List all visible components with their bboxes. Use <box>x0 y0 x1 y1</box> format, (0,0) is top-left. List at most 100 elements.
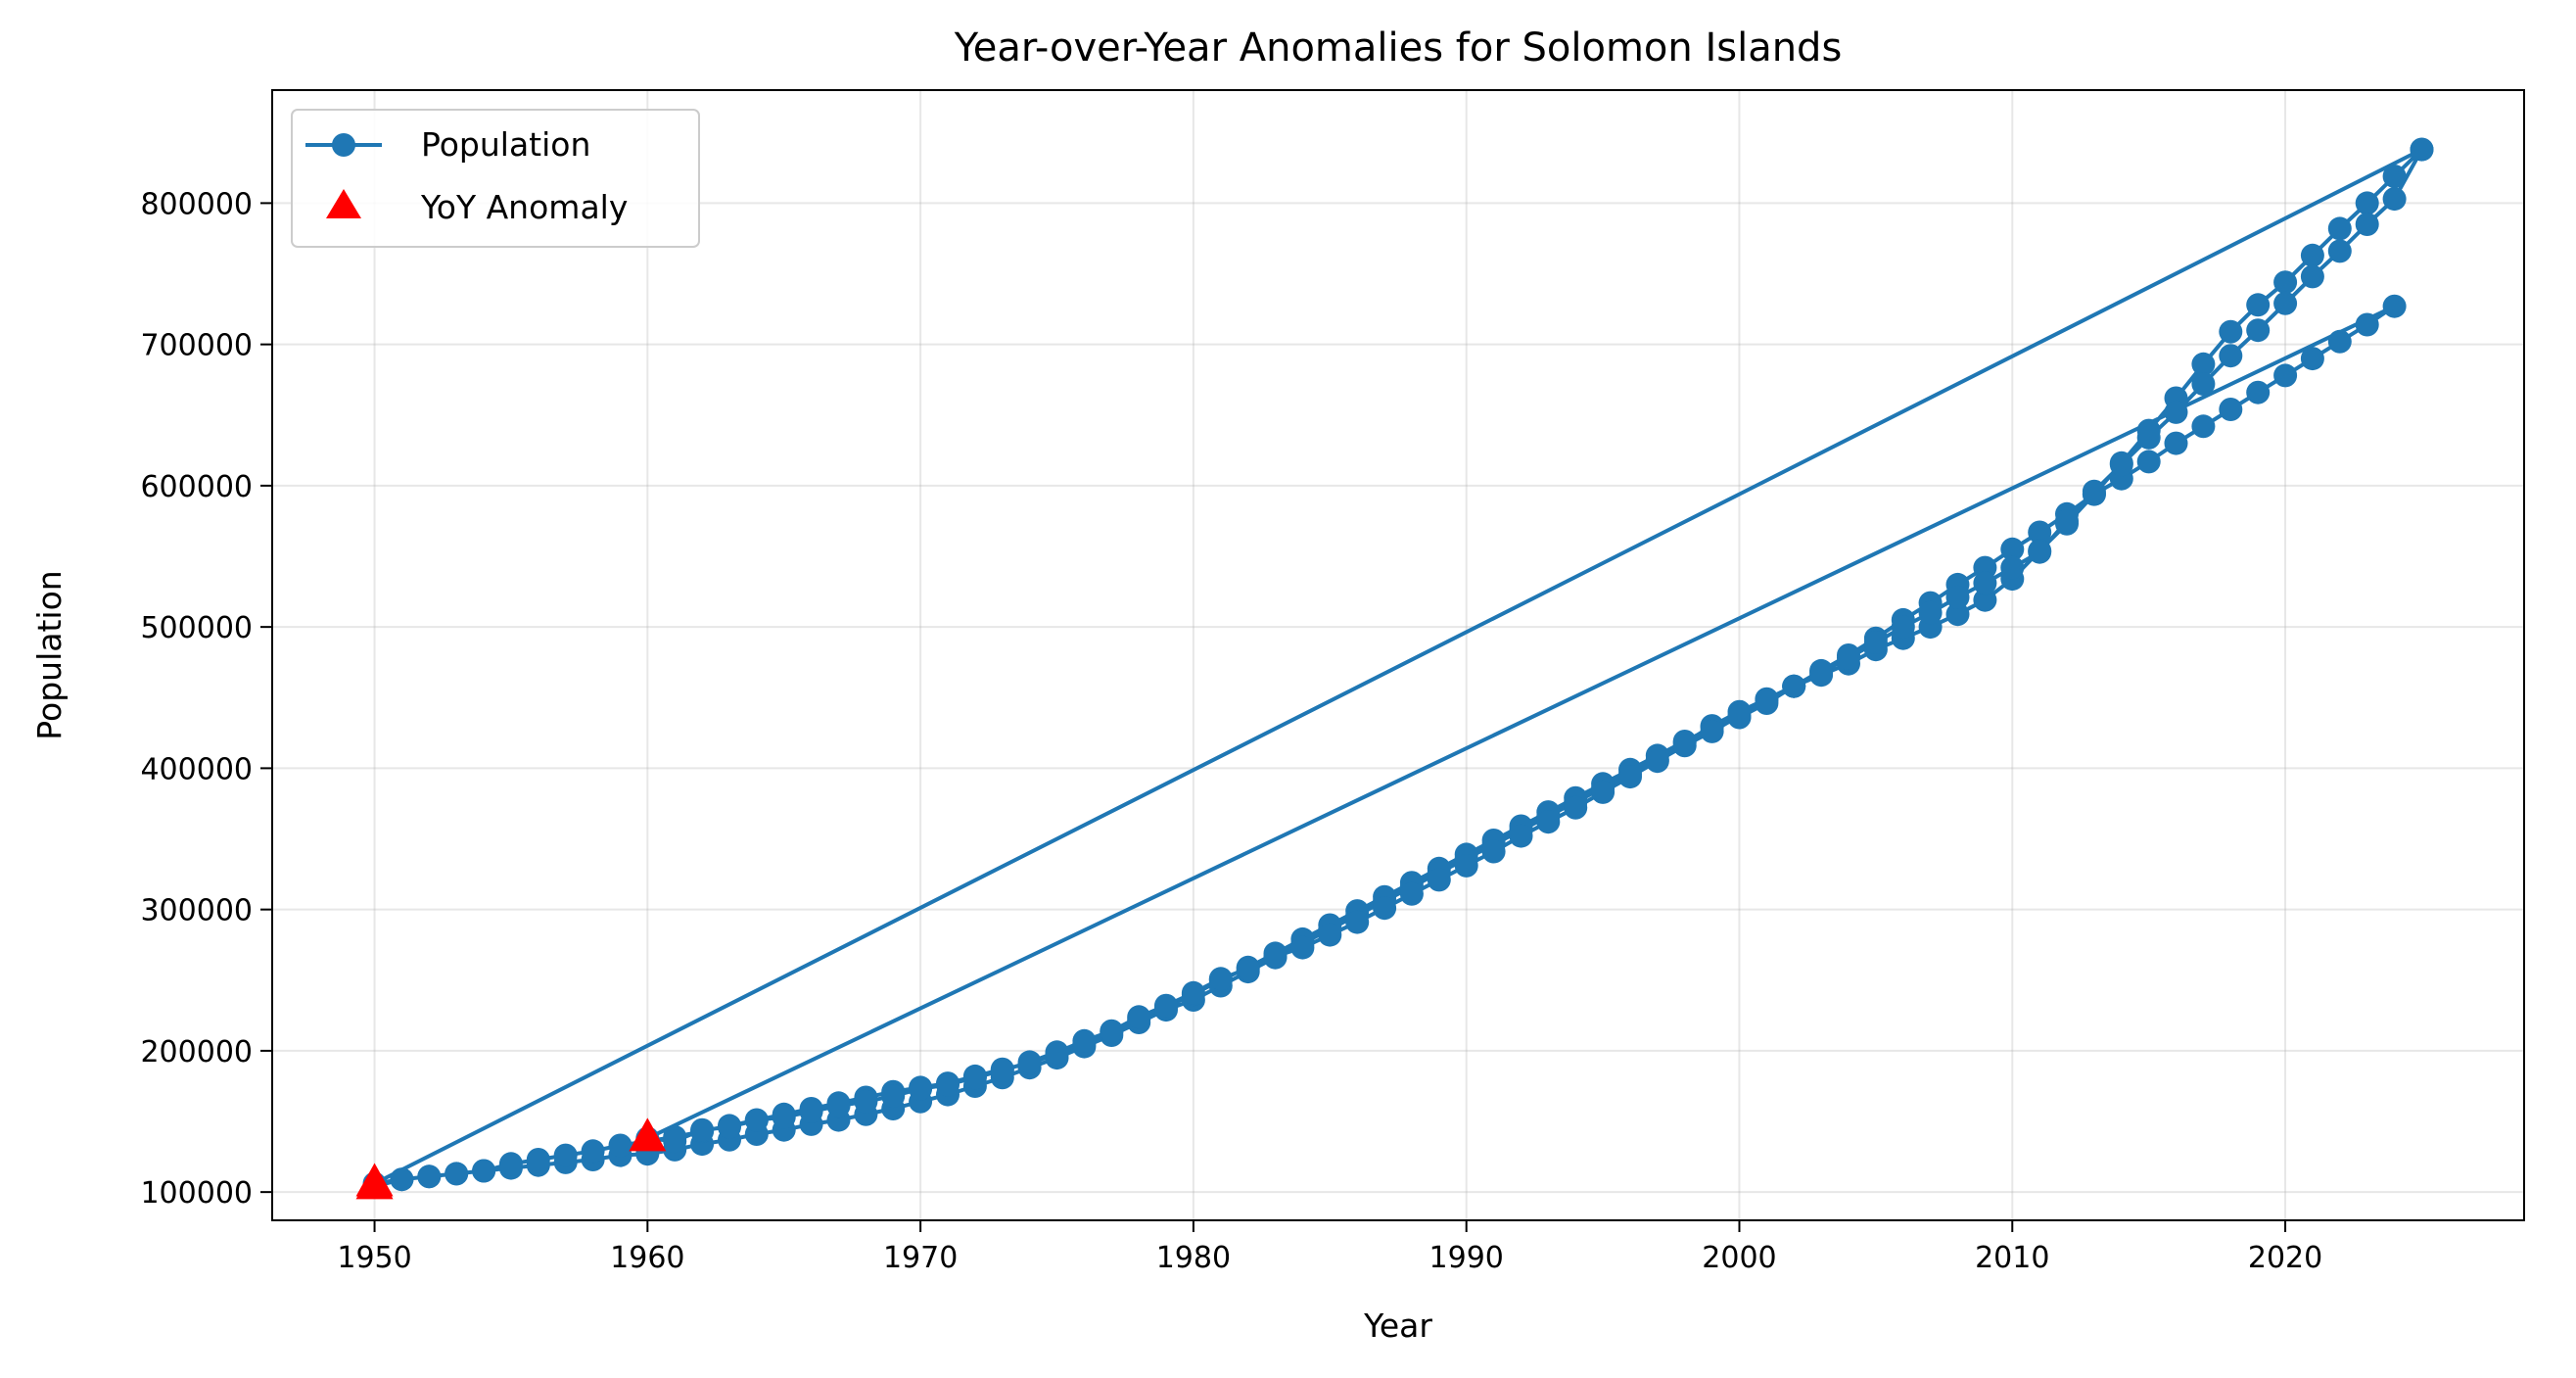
population-point <box>2382 294 2407 318</box>
population-point <box>1345 910 1370 934</box>
population-point <box>1072 1028 1097 1053</box>
population-point <box>2246 293 2271 317</box>
population-point <box>2327 216 2352 241</box>
population-point <box>2273 291 2298 315</box>
population-point <box>2136 450 2161 474</box>
population-point <box>1318 923 1342 947</box>
population-point <box>2191 352 2216 376</box>
plot-series <box>355 137 2434 1200</box>
population-point <box>799 1099 823 1123</box>
population-point <box>1399 881 1424 906</box>
population-point <box>1017 1050 1042 1074</box>
population-point <box>1509 824 1533 848</box>
population-point <box>2028 520 2052 545</box>
population-point <box>1181 980 1205 1005</box>
population-point <box>1591 780 1616 804</box>
population-point <box>854 1089 878 1114</box>
legend-label-anomaly: YoY Anomaly <box>420 188 628 226</box>
population-point <box>2000 555 2025 580</box>
population-point <box>2164 400 2188 424</box>
population-point <box>1645 749 1669 774</box>
population-point <box>1208 967 1233 991</box>
population-point <box>581 1139 605 1164</box>
population-point <box>1672 734 1697 758</box>
plot-frame <box>271 89 2525 1221</box>
population-point <box>2382 165 2407 188</box>
x-tick-label: 2020 <box>2248 1241 2322 1275</box>
population-point <box>2219 319 2243 344</box>
y-axis-label: Population <box>30 570 69 739</box>
population-point <box>2355 191 2379 215</box>
population-point <box>1127 1005 1151 1029</box>
population-point <box>2028 540 2052 564</box>
population-point <box>1809 660 1834 685</box>
population-point <box>1973 571 1997 595</box>
population-point <box>498 1152 523 1176</box>
population-point <box>962 1066 987 1090</box>
population-point <box>1918 600 1943 625</box>
population-point <box>2000 537 2025 561</box>
y-tick-label: 200000 <box>140 1035 253 1069</box>
chart-title: Year-over-Year Anomalies for Solomon Isl… <box>954 25 1843 71</box>
y-tick-label: 400000 <box>140 752 253 786</box>
population-point <box>390 1167 414 1192</box>
anomaly-marker <box>355 1165 394 1200</box>
population-point <box>417 1164 442 1189</box>
population-point <box>1263 944 1288 969</box>
y-tick-label: 600000 <box>140 470 253 504</box>
population-point <box>2300 264 2324 289</box>
population-point <box>744 1108 769 1132</box>
x-tick-label: 1980 <box>1156 1241 1231 1275</box>
population-point <box>1290 935 1315 960</box>
legend-triangle-marker <box>326 189 361 218</box>
population-point <box>2273 270 2298 295</box>
x-tick-label: 1960 <box>610 1241 684 1275</box>
population-point <box>472 1159 496 1183</box>
population-point <box>1945 602 1970 627</box>
population-point <box>1427 868 1451 892</box>
population-point <box>2327 329 2352 354</box>
population-point <box>881 1084 906 1109</box>
population-point <box>1973 588 1997 612</box>
population-point <box>909 1076 933 1101</box>
population-point <box>2300 243 2324 267</box>
x-tick-label: 1990 <box>1429 1241 1504 1275</box>
population-point <box>1700 719 1724 743</box>
population-point <box>1100 1019 1124 1043</box>
population-point <box>1863 631 1888 654</box>
population-point <box>772 1105 796 1129</box>
population-point <box>718 1115 741 1139</box>
population-point <box>2082 479 2106 503</box>
legend-box <box>291 109 700 248</box>
population-point <box>936 1072 960 1097</box>
x-tick-label: 1970 <box>883 1241 958 1275</box>
population-point <box>1618 765 1642 789</box>
population-point <box>1536 810 1561 834</box>
population-point <box>2273 363 2298 388</box>
x-tick-label: 2000 <box>1702 1241 1776 1275</box>
population-point <box>526 1148 550 1171</box>
x-axis-label: Year <box>1363 1307 1432 1345</box>
population-point <box>1236 957 1260 981</box>
population-point <box>2219 398 2243 421</box>
population-point <box>2191 414 2216 439</box>
legend-label-population: Population <box>421 125 590 164</box>
population-point <box>1154 993 1178 1018</box>
axis-ticks: 1950 1960 1970 1980 1990 2000 2010 2020 100000 20… <box>140 187 2322 1275</box>
population-point <box>553 1143 578 1167</box>
population-point <box>1837 645 1860 670</box>
population-point <box>2355 213 2379 236</box>
y-tick-label: 300000 <box>140 894 253 928</box>
y-tick-label: 500000 <box>140 611 253 645</box>
y-tick-label: 700000 <box>140 329 253 363</box>
legend: Population YoY Anomaly <box>291 109 700 248</box>
population-point <box>1564 795 1588 820</box>
population-point <box>2246 318 2271 343</box>
population-point <box>2055 509 2079 533</box>
population-point <box>2164 431 2188 455</box>
population-point <box>1945 585 1970 609</box>
population-point <box>1782 674 1806 698</box>
population-point <box>2246 380 2271 404</box>
population-point <box>2382 187 2407 212</box>
